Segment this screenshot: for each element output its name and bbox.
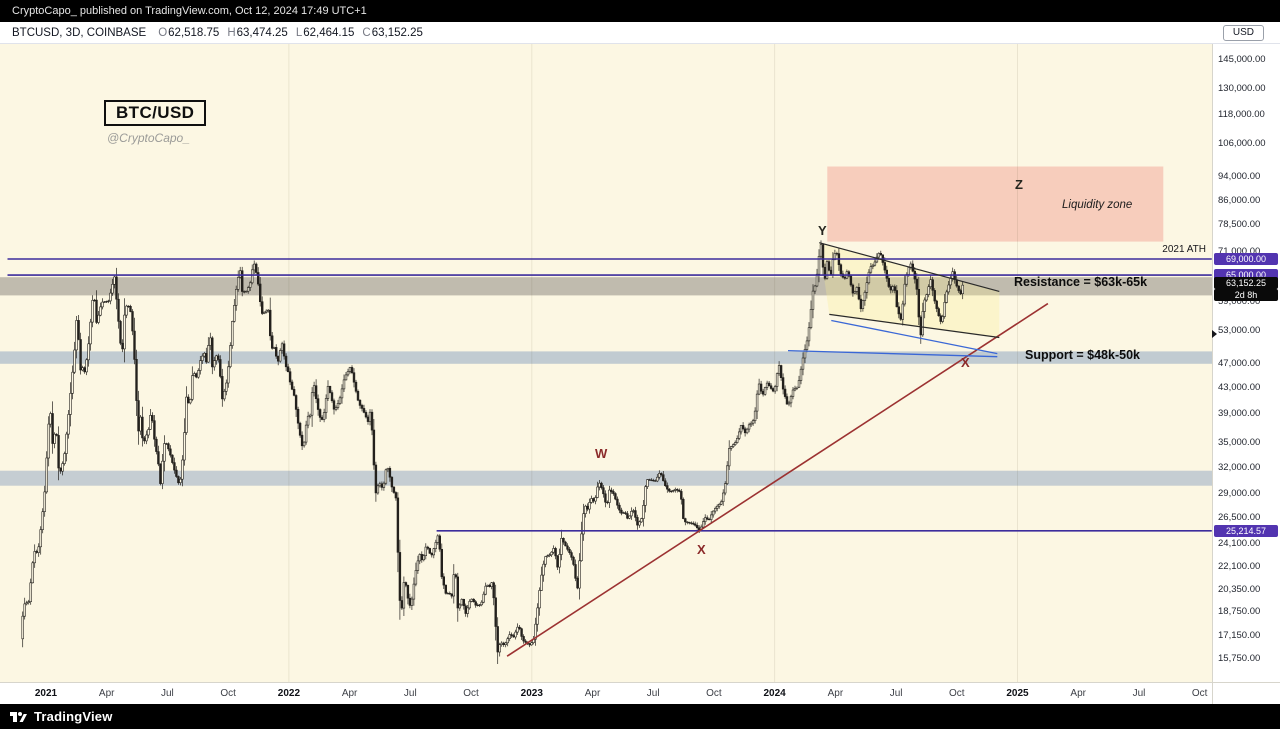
time-label: 2024 — [763, 688, 786, 699]
ohlc-values: O 62,518.75 H 63,474.25 L 62,464.15 C 63,152… — [158, 27, 423, 39]
time-axis[interactable]: 2021 Apr Jul Oct 2022 Apr Jul Oct 2023 Apr Jul Oct 2… — [0, 682, 1212, 704]
price-tick: 32,000.00 — [1218, 461, 1261, 473]
time-label: Oct — [706, 688, 722, 699]
red-ascending-support — [506, 302, 1049, 657]
price-badge: 25,214.57 — [1214, 524, 1278, 537]
down-candles — [35, 244, 962, 653]
wave-label-x2: X — [961, 355, 970, 370]
price-tick: 145,000.00 — [1218, 53, 1266, 65]
time-label: Oct — [220, 688, 236, 699]
price-tick: 43,000.00 — [1218, 381, 1261, 393]
price-tick: 47,000.00 — [1218, 357, 1261, 369]
blue-descending — [831, 319, 998, 355]
price-tick: 26,500.00 — [1218, 512, 1261, 524]
close-value: C 63,152.25 — [362, 27, 422, 39]
price-tick: 18,750.00 — [1218, 605, 1261, 617]
open-label: O — [158, 26, 168, 39]
tradingview-logo-icon[interactable] — [10, 710, 27, 724]
up-candles — [21, 244, 964, 653]
time-label: Apr — [98, 688, 115, 699]
low-number: 62,464.15 — [303, 26, 355, 39]
chart-watermark-title: BTC/USD — [104, 100, 207, 126]
price-badge: 2d 8h — [1214, 288, 1278, 301]
price-tick: 86,000.00 — [1218, 194, 1261, 206]
ath-2021-label: 2021 ATH — [1162, 244, 1206, 255]
price-tick: 53,000.00 — [1218, 325, 1261, 337]
price-tick: 118,000.00 — [1218, 109, 1265, 121]
close-number: 63,152.25 — [371, 26, 423, 39]
time-label: Jul — [889, 688, 903, 699]
wave-label-w: W — [595, 446, 608, 461]
close-label: C — [362, 26, 371, 39]
time-label: Jul — [160, 688, 174, 699]
time-label: 2022 — [277, 688, 301, 699]
price-tick: 35,000.00 — [1218, 437, 1261, 449]
time-label: Oct — [1191, 688, 1208, 699]
price-tick: 71,000.00 — [1218, 246, 1261, 258]
symbol-bar: BTCUSD, 3D, COINBASE O 62,518.75 H 63,474.… — [0, 22, 1280, 44]
blue-support-edge — [787, 349, 998, 358]
symbol-title[interactable]: BTCUSD, 3D, COINBASE — [12, 26, 147, 39]
low-label: L — [295, 26, 303, 39]
wedge-fill — [819, 242, 1000, 338]
wedge-upper — [819, 242, 1000, 292]
time-label: 2025 — [1006, 688, 1029, 699]
price-tick: 78,500.00 — [1218, 219, 1261, 231]
time-label: 2023 — [520, 688, 543, 699]
price-chart-canvas[interactable] — [0, 44, 1212, 682]
support-label: Support = $48k-50k — [1025, 348, 1140, 362]
time-label: 2021 — [34, 688, 58, 699]
price-marker-arrow-icon — [1212, 330, 1217, 339]
axis-corner — [1212, 682, 1280, 704]
price-badge: 69,000.00 — [1214, 253, 1278, 265]
price-tick: 20,350.00 — [1218, 583, 1261, 595]
liquidity-zone — [827, 166, 1164, 242]
price-tick: 94,000.00 — [1218, 170, 1261, 182]
price-tick: 17,150.00 — [1218, 629, 1261, 641]
tradingview-wordmark[interactable]: TradingView — [34, 709, 113, 724]
price-tick: 29,000.00 — [1218, 488, 1261, 499]
price-tick: 24,100.00 — [1218, 538, 1261, 549]
time-label: Apr — [827, 688, 844, 699]
author-handle: @CryptoCapo_ — [107, 131, 190, 145]
time-label: Jul — [646, 688, 660, 699]
price-tick: 106,000.00 — [1218, 138, 1266, 150]
publish-info-text: CryptoCapo_ published on TradingView.com… — [12, 5, 367, 17]
wave-label-z: Z — [1015, 177, 1023, 192]
open-value: O 62,518.75 — [158, 27, 219, 39]
time-label: Oct — [463, 688, 479, 699]
price-axis[interactable]: 145,000.00 130,000.00 118,000.00 106,000.00… — [1212, 44, 1280, 704]
high-label: H — [227, 26, 236, 39]
time-label: Oct — [949, 688, 965, 699]
price-tick: 130,000.00 — [1218, 83, 1266, 94]
high-value: H 63,474.25 — [227, 27, 287, 39]
level-band — [0, 277, 1212, 296]
time-label: Apr — [584, 688, 601, 699]
publish-info-bar: CryptoCapo_ published on TradingView.com… — [0, 0, 1280, 22]
price-tick: 22,100.00 — [1218, 561, 1261, 573]
low-value: L 62,464.15 — [296, 27, 355, 39]
price-tick: 59,000.00 — [1218, 296, 1261, 308]
high-number: 63,474.25 — [236, 26, 288, 39]
time-label: Apr — [341, 688, 358, 699]
price-tick: 15,750.00 — [1218, 652, 1261, 664]
wave-label-y: Y — [818, 223, 827, 238]
wave-label-x1: X — [697, 542, 706, 557]
currency-toggle-button[interactable]: USD — [1222, 25, 1264, 41]
bottom-brand-bar: TradingView — [0, 704, 1280, 729]
time-label: Apr — [1070, 688, 1086, 699]
open-number: 62,518.75 — [168, 26, 220, 39]
chart-area: BTC/USD @CryptoCapo_ W X X Y Z Liquidity… — [0, 44, 1280, 704]
resistance-label: Resistance = $63k-65k — [1014, 275, 1148, 289]
level-band — [0, 470, 1212, 486]
price-tick: 39,000.00 — [1218, 408, 1261, 419]
price-badge: 63,152.25 — [1214, 276, 1278, 289]
wedge-lower — [829, 313, 1000, 339]
time-label: Jul — [403, 688, 417, 699]
liquidity-zone-label: Liquidity zone — [1062, 199, 1133, 211]
time-label: Jul — [1132, 688, 1146, 699]
